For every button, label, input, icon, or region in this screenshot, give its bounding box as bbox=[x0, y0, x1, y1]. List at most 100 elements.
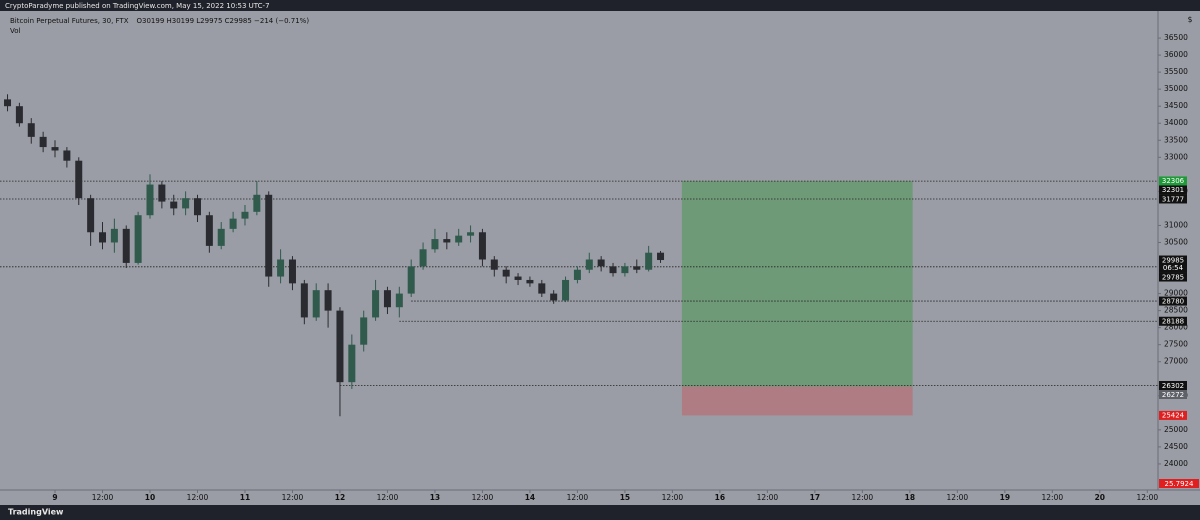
ohlc-text: O30199 H30199 L29975 C29985 −214 (−0.71%… bbox=[137, 17, 310, 25]
x-tick-label: 16 bbox=[715, 493, 725, 502]
y-tick-label: 27000 bbox=[1164, 357, 1188, 366]
candle-body bbox=[360, 317, 368, 345]
candle-body bbox=[336, 310, 344, 383]
candle-body bbox=[122, 228, 130, 263]
candle-body bbox=[538, 283, 546, 294]
publisher: CryptoParadyme published on TradingView.… bbox=[5, 2, 270, 10]
y-tick-label: 33000 bbox=[1164, 152, 1188, 161]
candle-body bbox=[63, 150, 71, 161]
y-tick-label: 34000 bbox=[1164, 118, 1188, 127]
candle-body bbox=[407, 266, 415, 294]
x-tick-label: 15 bbox=[620, 493, 630, 502]
price-label-box bbox=[1159, 176, 1187, 186]
candle-body bbox=[158, 184, 166, 202]
y-tick-label: 27500 bbox=[1164, 340, 1188, 349]
x-tick-label: 12:00 bbox=[662, 493, 684, 502]
x-tick-label: 18 bbox=[905, 493, 915, 502]
y-tick-label: 29000 bbox=[1164, 289, 1188, 298]
y-tick-label: 28000 bbox=[1164, 323, 1188, 332]
x-tick-label: 10 bbox=[145, 493, 155, 502]
candle-body bbox=[657, 252, 665, 261]
candle-body bbox=[265, 194, 273, 277]
x-tick-label: 12:00 bbox=[282, 493, 304, 502]
header-bar bbox=[0, 0, 1200, 11]
x-tick-label: 12:00 bbox=[92, 493, 114, 502]
candle-body bbox=[75, 160, 83, 199]
price-label-box bbox=[1159, 185, 1187, 195]
y-tick-label: 36000 bbox=[1164, 50, 1188, 59]
candle-body bbox=[455, 235, 463, 243]
candle-body bbox=[573, 269, 581, 280]
x-tick-label: 12:00 bbox=[567, 493, 589, 502]
countdown: 06:54 bbox=[1163, 264, 1184, 272]
price-label-box bbox=[1159, 272, 1187, 282]
price-label: 32306 bbox=[1162, 177, 1185, 185]
candle-body bbox=[621, 266, 629, 274]
candle-body bbox=[217, 228, 225, 246]
x-tick-label: 19 bbox=[1000, 493, 1010, 502]
candle-body bbox=[39, 136, 47, 148]
candle-body bbox=[205, 215, 213, 246]
x-tick-label: 12 bbox=[335, 493, 345, 502]
indicator: Vol bbox=[10, 27, 21, 35]
candle-body bbox=[467, 232, 475, 236]
price-label: 32301 bbox=[1162, 186, 1184, 194]
candle-body bbox=[419, 249, 427, 267]
price-label: 28780 bbox=[1162, 297, 1184, 305]
chart-title: Bitcoin Perpetual Futures, 30, FTX bbox=[10, 17, 129, 25]
candle-body bbox=[502, 269, 510, 277]
x-tick-label: 12:00 bbox=[472, 493, 494, 502]
candle-body bbox=[87, 198, 95, 233]
x-tick-label: 12:00 bbox=[1042, 493, 1064, 502]
y-tick-label: 25000 bbox=[1164, 425, 1188, 434]
y-tick-label: 33500 bbox=[1164, 135, 1188, 144]
candle-body bbox=[562, 279, 570, 301]
y-tick-label: 30500 bbox=[1164, 237, 1188, 246]
candle-body bbox=[300, 283, 308, 318]
profit-zone bbox=[681, 180, 913, 387]
price-label-box bbox=[1159, 296, 1187, 306]
candle-body bbox=[609, 266, 617, 274]
price-label-box bbox=[1159, 381, 1187, 391]
candle-body bbox=[372, 290, 380, 318]
brand: TradingView bbox=[8, 508, 64, 517]
candle-body bbox=[15, 106, 23, 124]
x-tick-label: 11 bbox=[240, 493, 250, 502]
price-label-box bbox=[1159, 255, 1187, 273]
candle-body bbox=[395, 293, 403, 308]
candle-body bbox=[478, 232, 486, 260]
candle-body bbox=[4, 99, 12, 107]
candle-body bbox=[253, 194, 261, 212]
volume-label: 25.7924 bbox=[1165, 480, 1194, 488]
price-label-box bbox=[1159, 316, 1187, 326]
price-label: 26272 bbox=[1162, 391, 1184, 399]
loss-zone bbox=[681, 386, 913, 416]
y-tick-label: 36500 bbox=[1164, 33, 1188, 42]
x-tick-label: 12:00 bbox=[377, 493, 399, 502]
candle-body bbox=[312, 290, 320, 318]
price-label: 31777 bbox=[1162, 195, 1184, 203]
x-tick-label: 12:00 bbox=[947, 493, 969, 502]
x-tick-label: 12:00 bbox=[852, 493, 874, 502]
price-label-box bbox=[1159, 390, 1187, 400]
candle-body bbox=[241, 211, 249, 219]
candle-body bbox=[170, 201, 178, 209]
x-tick-label: 14 bbox=[525, 493, 535, 502]
candle-body bbox=[182, 198, 190, 209]
candle-body bbox=[27, 123, 35, 137]
price-label: 29785 bbox=[1162, 273, 1184, 281]
x-tick-label: 12:00 bbox=[1137, 493, 1159, 502]
volume-label-box bbox=[1159, 479, 1199, 488]
y-tick-label: 28500 bbox=[1164, 306, 1188, 315]
candle-body bbox=[51, 147, 59, 151]
candle-body bbox=[633, 266, 641, 270]
candle-body bbox=[288, 259, 296, 284]
candle-body bbox=[99, 232, 107, 243]
price-label: 29985 bbox=[1162, 256, 1184, 264]
candle-body bbox=[585, 259, 593, 270]
candle-body bbox=[229, 218, 237, 229]
candle-body bbox=[383, 290, 391, 308]
price-label-box bbox=[1159, 194, 1187, 204]
candle-body bbox=[134, 215, 142, 263]
